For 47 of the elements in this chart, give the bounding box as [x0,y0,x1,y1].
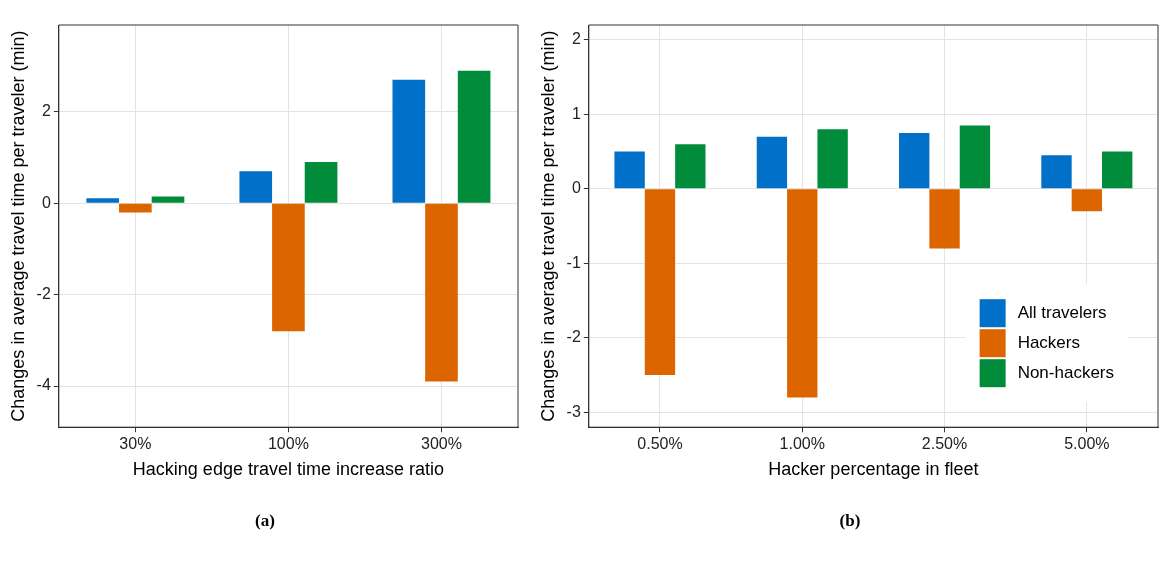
bar [86,198,120,203]
bar [119,203,152,213]
y-tick-label: -3 [566,402,581,420]
y-tick-label: -2 [566,328,581,346]
y-tick-label: -1 [566,253,581,271]
x-tick-label: 30% [119,435,152,453]
y-tick-label: -4 [36,376,51,394]
bar [929,189,960,249]
x-tick-label: 5.00% [1064,435,1110,453]
y-tick-label: 2 [571,30,581,48]
x-tick-label: 0.50% [637,435,683,453]
bar [787,189,818,398]
bar [817,129,848,189]
y-tick-label: -2 [36,285,51,303]
bar [457,70,491,203]
x-tick-label: 100% [267,435,309,453]
y-tick-label: 0 [41,193,51,211]
bar [675,144,706,189]
y-tick-label: 1 [571,104,581,122]
x-tick-label: 2.50% [921,435,968,453]
bar [392,79,426,203]
bar [899,133,930,189]
bar [272,203,305,332]
y-tick-label: 0 [571,179,581,197]
y-axis-title: Changes in average travel time per traveler (min) [7,30,28,422]
bar [644,189,676,376]
bar [1041,155,1072,189]
bar [959,125,991,189]
bar [239,171,273,203]
bar [614,151,645,189]
text: (b) [839,511,861,531]
x-tick-label: 1.00% [779,435,825,453]
x-tick-label: 300% [421,435,462,453]
y-tick-label: 2 [41,102,51,120]
bar [1071,189,1103,212]
bar [756,136,788,189]
bar [425,203,458,382]
x-axis-title: Hacking edge travel time increase ratio [132,459,444,480]
bar [304,162,338,203]
y-axis-title: Changes in average travel time per traveler (min) [537,30,558,422]
legend-label: All travelers [1017,302,1107,322]
bar [151,196,185,203]
bar [1102,151,1133,189]
legend-label: Hackers [1017,332,1080,352]
x-axis-title: Hacker percentage in fleet [768,459,979,480]
text: (a) [255,511,275,531]
legend-label: Non-hackers [1017,362,1114,382]
